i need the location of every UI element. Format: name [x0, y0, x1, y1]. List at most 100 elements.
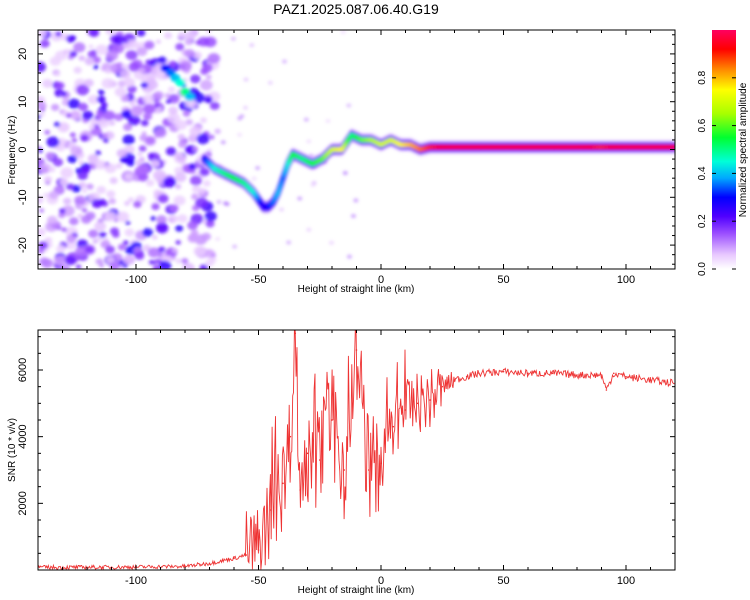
noise-blob [71, 138, 78, 143]
noise-blob [113, 35, 126, 45]
noise-blob [124, 228, 135, 237]
y-tick-label: 2000 [17, 491, 29, 515]
noise-blob [216, 200, 222, 205]
noise-blob [205, 259, 214, 267]
noise-blob [163, 176, 177, 188]
noise-blob [210, 252, 217, 258]
noise-blob [230, 36, 236, 41]
noise-blob [154, 103, 160, 109]
noise-blob [103, 137, 109, 143]
colorbar: 0.0 0.2 0.4 0.6 0.8 Normalized spectral ampl… [697, 30, 749, 276]
colorbar-ticks: 0.0 0.2 0.4 0.6 0.8 [697, 70, 736, 276]
noise-blob [181, 258, 189, 264]
noise-blob [115, 163, 123, 169]
noise-blob [46, 136, 60, 148]
noise-blob [185, 98, 197, 109]
noise-blob [190, 229, 199, 236]
noise-blob [182, 110, 191, 117]
noise-blob [38, 257, 50, 267]
snr-point [465, 375, 468, 378]
noise-blob [114, 113, 124, 122]
noise-blob [78, 55, 86, 61]
colorbar-tick-label: 0.0 [697, 262, 708, 276]
noise-blob [147, 152, 155, 159]
snr-point [502, 370, 505, 373]
noise-blob [177, 152, 183, 157]
noise-blob [89, 30, 100, 38]
noise-blob [94, 221, 107, 232]
noise-blob [154, 127, 167, 138]
noise-blob [38, 101, 47, 111]
noise-blob [39, 166, 49, 174]
noise-blob [239, 114, 245, 119]
noise-blob [200, 67, 209, 75]
noise-blob [63, 197, 72, 205]
noise-blob [38, 114, 42, 119]
noise-blob [203, 180, 211, 187]
snr-point [289, 435, 292, 438]
noise-blob [178, 61, 192, 72]
snr-marks [38, 330, 675, 570]
noise-blob [105, 30, 116, 36]
noise-blob [61, 264, 71, 269]
snr-point [245, 554, 248, 556]
noise-blob [178, 31, 187, 39]
noise-blob [146, 179, 155, 187]
noise-blob [209, 101, 220, 110]
noise-blob [152, 169, 167, 181]
noise-blob [310, 182, 316, 187]
noise-blob [167, 112, 181, 124]
noise-blob [350, 214, 356, 219]
noise-blob [84, 78, 94, 87]
noise-blob [137, 151, 143, 157]
noise-blob [175, 183, 182, 190]
noise-blob [141, 131, 147, 136]
noise-blob [75, 264, 82, 269]
noise-blob [189, 126, 202, 137]
noise-blob [52, 157, 64, 167]
noise-blob [197, 36, 210, 47]
noise-blob [196, 133, 210, 145]
noise-blob [106, 190, 116, 198]
noise-blob [38, 241, 49, 250]
noise-blob [95, 258, 104, 265]
noise-blob [142, 73, 150, 79]
snr-point [343, 469, 346, 471]
snr-series-line [38, 330, 675, 570]
noise-blob [88, 154, 99, 163]
noise-blob [237, 132, 243, 137]
noise-blob [172, 248, 178, 253]
noise-blob [80, 134, 89, 142]
noise-blob [96, 236, 102, 242]
snr-point [184, 565, 186, 568]
snr-point [331, 419, 333, 421]
noise-blob [127, 114, 141, 126]
noise-field [38, 30, 359, 269]
noise-blob [127, 197, 135, 203]
noise-blob [208, 134, 215, 140]
noise-blob [136, 30, 146, 37]
noise-blob [140, 82, 149, 89]
x-tick-label: 50 [497, 575, 509, 587]
noise-blob [133, 200, 142, 208]
noise-blob [165, 146, 177, 156]
noise-blob [101, 102, 108, 108]
noise-blob [75, 246, 88, 257]
noise-blob [76, 84, 90, 96]
snr-point [612, 372, 615, 375]
noise-blob [105, 245, 115, 254]
noise-blob [70, 145, 83, 156]
noise-blob [175, 258, 182, 264]
spectrogram-xlabel: Height of straight line (km) [298, 284, 415, 295]
noise-blob [156, 215, 167, 224]
noise-blob [138, 67, 146, 74]
noise-blob [61, 227, 68, 233]
noise-blob [303, 117, 309, 122]
noise-blob [155, 39, 162, 44]
noise-blob [174, 119, 188, 131]
y-tick-label: -20 [17, 237, 29, 253]
noise-blob [196, 53, 202, 58]
x-tick-label: 0 [378, 575, 384, 587]
figure-title: PAZ1.2025.087.06.40.G19 [273, 1, 439, 17]
